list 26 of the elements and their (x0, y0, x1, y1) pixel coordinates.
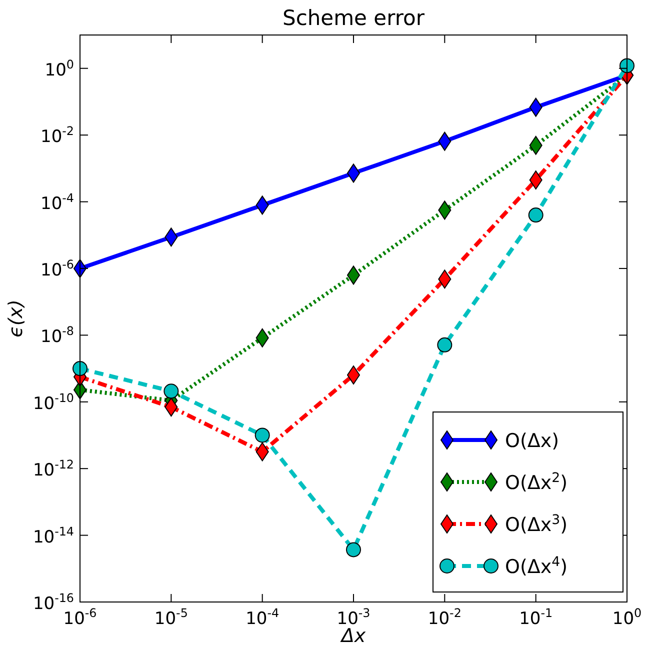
y-tick-label: 10$^{-2}$ (40, 124, 74, 148)
point (164, 384, 179, 399)
x-tick-label: 10$^{-5}$ (154, 606, 188, 629)
point (254, 428, 270, 443)
y-axis-title: ϵ(x) (5, 300, 27, 338)
y-tick-label: 10$^{-12}$ (32, 458, 74, 481)
chart-title: Scheme error (282, 6, 425, 30)
y-tick-label: 10$^{-10}$ (32, 390, 74, 414)
legend-label: O(Δx$^{2}$) (505, 470, 568, 494)
y-tick-label: 10$^{-8}$ (40, 324, 74, 348)
y-tick-label: 10$^{-4}$ (40, 190, 74, 214)
point (437, 337, 452, 352)
y-tick-label: 10$^{0}$ (44, 57, 74, 80)
x-tick-label: 10$^{-1}$ (519, 606, 553, 629)
y-tick-label: 10$^{-14}$ (32, 524, 74, 548)
x-tick-label: 10$^{-2}$ (428, 606, 462, 629)
point (528, 208, 544, 223)
x-tick-label: 10$^{-6}$ (63, 606, 97, 629)
x-tick-label: 10$^{0}$ (612, 606, 642, 629)
point (72, 361, 88, 376)
y-tick-label: 10$^{-6}$ (40, 257, 74, 280)
legend-label: O(Δx$^{4}$) (505, 554, 568, 578)
point (346, 542, 361, 558)
x-tick-label: 10$^{-4}$ (246, 606, 280, 629)
legend-label: O(Δx$^{3}$) (505, 512, 568, 536)
legend-label: O(Δx) (505, 430, 560, 452)
